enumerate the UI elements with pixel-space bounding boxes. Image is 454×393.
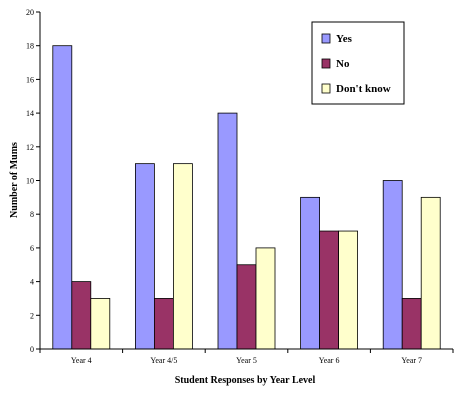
x-tick-label: Year 7 [401,356,422,365]
bar-don-t-know-year-5 [255,247,276,350]
bar-no-year-5 [236,264,257,350]
bar-yes-year-7 [382,180,403,350]
y-tick-label: 16 [26,75,34,84]
y-tick-label: 18 [26,42,34,51]
bar-don-t-know-year-4-5 [172,163,193,350]
legend-swatch [321,33,331,44]
x-tick-label: Year 4 [71,356,92,365]
legend-label: Don't know [336,83,391,95]
x-axis: Year 4 Year 4/5 Year 5 Year 6 Year 7 [39,348,454,365]
y-tick-label: 20 [26,8,34,17]
bar-don-t-know-year-4 [90,298,111,350]
legend-label: No [336,58,350,70]
legend: Yes No Don't know [311,21,405,105]
x-tick-label: Year 4/5 [150,356,177,365]
y-tick-label: 6 [30,244,34,253]
y-tick-label: 0 [30,345,34,354]
x-axis-title: Student Responses by Year Level [175,375,316,386]
y-tick-label: 10 [26,177,34,186]
x-tick-label: Year 6 [319,356,340,365]
bar-yes-year-5 [217,112,238,350]
plot-area [52,45,441,350]
y-axis: 0 2 4 6 8 10 12 14 16 18 20 [26,8,41,354]
legend-swatch [321,58,331,69]
y-axis-title: Number of Mums [9,142,20,218]
bar-yes-year-6 [300,196,321,350]
bar-no-year-6 [319,230,340,350]
y-tick-label: 12 [26,143,34,152]
x-tick-label: Year 5 [236,356,257,365]
legend-label: Yes [336,33,353,45]
bar-yes-year-4-5 [134,163,155,350]
legend-swatch [321,83,331,94]
bar-don-t-know-year-6 [338,230,359,350]
y-tick-label: 2 [30,311,34,320]
y-tick-label: 14 [26,109,34,118]
bar-no-year-7 [401,298,422,350]
y-tick-label: 4 [30,278,34,287]
bar-no-year-4 [71,281,92,350]
bar-don-t-know-year-7 [420,196,441,350]
y-tick-label: 8 [30,210,34,219]
bar-yes-year-4 [52,45,73,350]
bar-no-year-4-5 [153,298,174,350]
